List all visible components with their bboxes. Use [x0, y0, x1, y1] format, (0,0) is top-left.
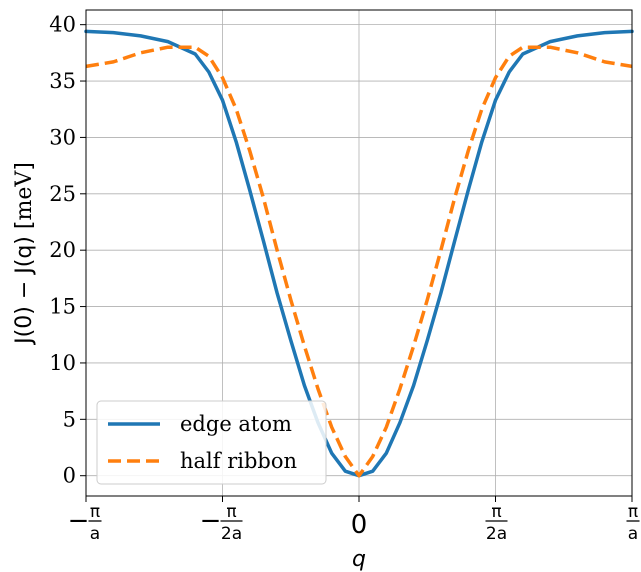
- x-axis-label: q: [352, 547, 366, 572]
- y-axis-ticks: 0 5 10 15 20 25 30 35 40: [49, 13, 86, 488]
- x-tick-denominator: a: [628, 524, 638, 544]
- x-tick-numerator: π: [226, 502, 236, 522]
- y-tick-label: 0: [63, 464, 76, 488]
- y-axis-label: J(0) − J(q) [meV]: [12, 162, 37, 346]
- x-tick-denominator: 2a: [486, 524, 507, 544]
- x-tick-label: πa: [626, 502, 640, 544]
- x-tick-numerator: π: [491, 502, 501, 522]
- plot-lines: [84, 29, 634, 478]
- x-tick-sign: −: [68, 506, 90, 536]
- y-tick-label: 15: [49, 295, 76, 319]
- x-tick-denominator: 2a: [221, 524, 242, 544]
- y-tick-label: 40: [49, 13, 76, 37]
- y-tick-label: 25: [49, 182, 76, 206]
- legend-box: [96, 400, 327, 485]
- x-tick-numerator: π: [628, 502, 638, 522]
- legend-label-1: half ribbon: [180, 449, 297, 473]
- y-tick-label: 35: [49, 69, 76, 93]
- x-tick-label: − πa: [68, 502, 102, 544]
- x-tick-label: − π2a: [200, 502, 243, 544]
- series-line-1: [85, 45, 633, 478]
- y-tick-label: 10: [49, 351, 76, 375]
- y-tick-label: 20: [49, 238, 76, 262]
- x-tick-denominator: a: [90, 524, 100, 544]
- legend-label-0: edge atom: [180, 412, 292, 436]
- y-tick-label: 5: [63, 407, 76, 431]
- legend: edge atom half ribbon: [96, 400, 327, 485]
- x-tick-numerator: π: [90, 502, 100, 522]
- x-tick-label: π2a: [485, 502, 508, 544]
- x-tick-label: 0: [351, 510, 368, 540]
- y-tick-label: 30: [49, 125, 76, 149]
- x-tick-sign: −: [200, 506, 222, 536]
